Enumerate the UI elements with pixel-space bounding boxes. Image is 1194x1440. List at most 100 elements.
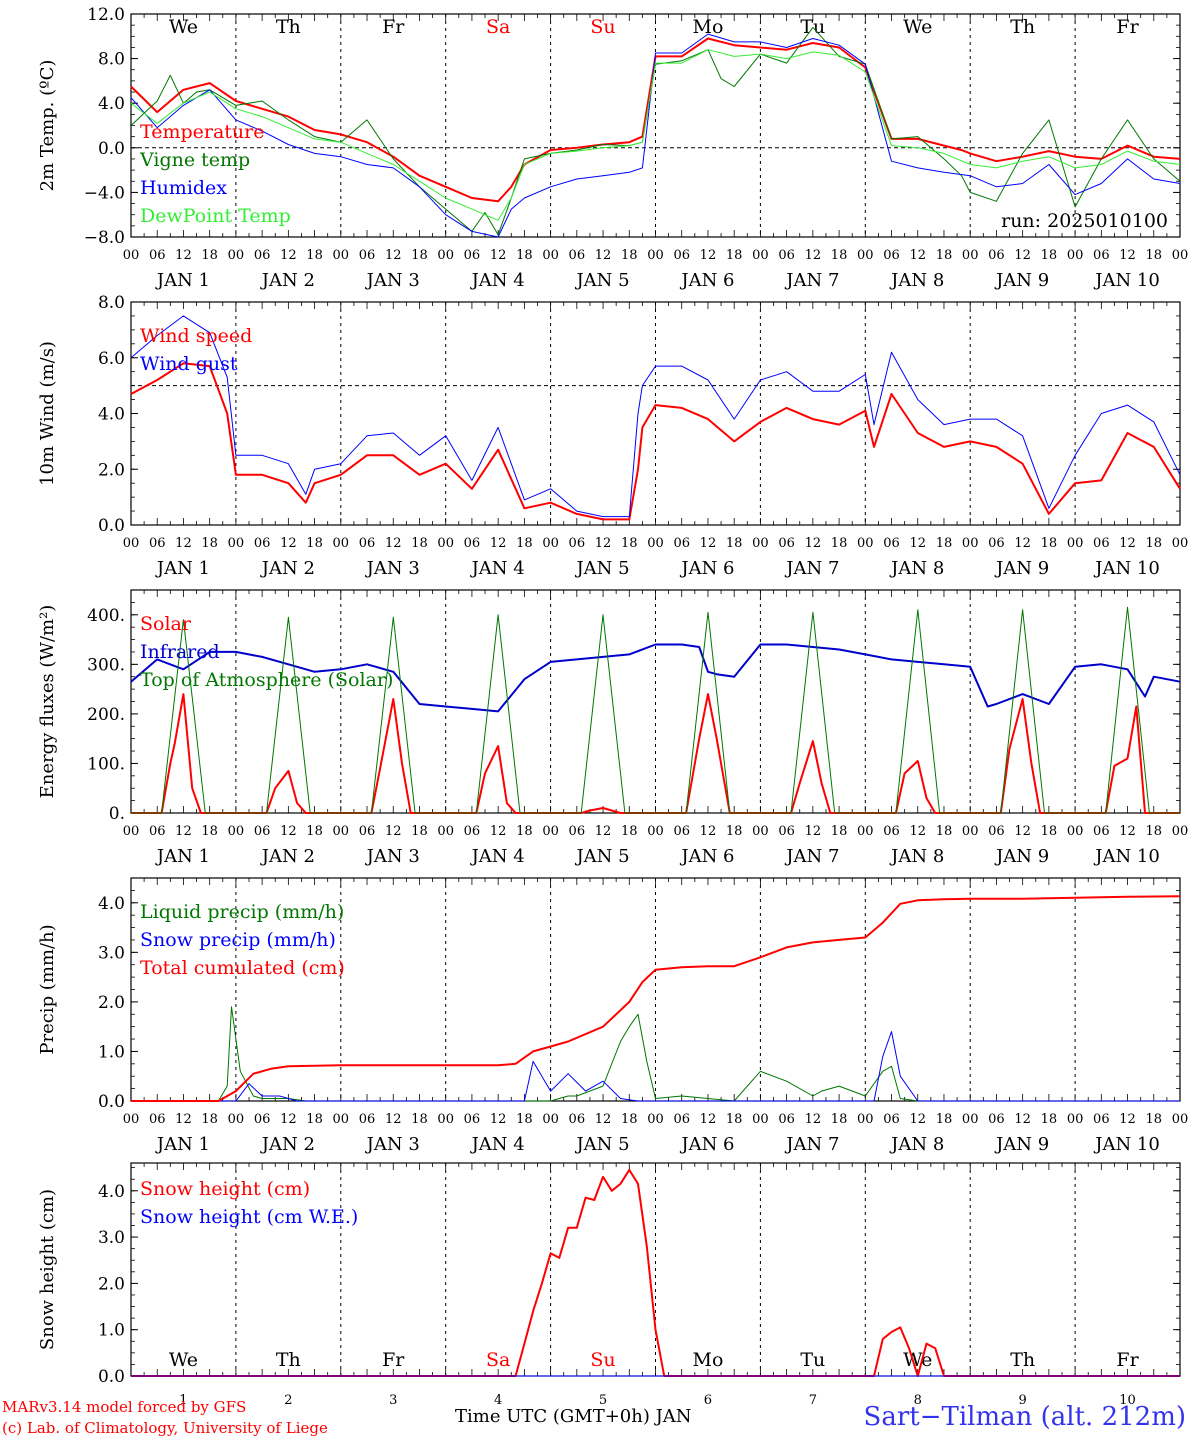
weekday-label: Th [276, 16, 301, 38]
x-date-label: JAN 7 [784, 1134, 839, 1155]
y-tick-label: 4.0 [98, 405, 125, 425]
x-hour-label: 12 [175, 1112, 192, 1127]
panel-snow: 0.0 1.0 2.0 3.0 4.0 Snow height (cm) 1 2 3 4 5 6 7 8 9… [37, 1162, 1181, 1408]
x-hour-label: 06 [464, 248, 481, 263]
x-hour-label: 18 [201, 1112, 218, 1127]
x-date-label: JAN 10 [1093, 270, 1160, 291]
series-line-infrared [130, 643, 1181, 713]
x-hour-label: 18 [1146, 536, 1163, 551]
x-hour-label: 06 [569, 536, 586, 551]
x-hour-label: 06 [254, 536, 271, 551]
x-date-label: JAN 2 [260, 846, 315, 867]
x-hour-label: 18 [306, 536, 323, 551]
weekday-label: We [169, 16, 198, 38]
x-hour-label: 00 [333, 1112, 350, 1127]
x-hour-label: 12 [1119, 248, 1136, 263]
x-hour-label: 00 [1067, 248, 1084, 263]
panel-precip: 0.0 1.0 2.0 3.0 4.0 Precip (mm/h) 00 06 12 18 JAN … [37, 877, 1189, 1155]
x-hour-label: 00 [857, 248, 874, 263]
legend-entry: Snow height (cm) [140, 1178, 310, 1200]
x-hour-label: 00 [962, 824, 979, 839]
x-date-label: JAN 6 [679, 1134, 734, 1155]
weekday-label: Mo [692, 1349, 723, 1371]
x-hour-label: 12 [385, 1112, 402, 1127]
x-hour-label: 00 [123, 248, 140, 263]
x-hour-label: 18 [411, 536, 428, 551]
x-hour-label: 00 [857, 536, 874, 551]
x-hour-label: 18 [936, 248, 953, 263]
x-date-label: JAN 9 [994, 558, 1049, 579]
x-date-label: JAN 9 [994, 270, 1049, 291]
x-hour-label: 12 [595, 248, 612, 263]
x-date-label: JAN 9 [994, 846, 1049, 867]
x-hour-label: 00 [1172, 1112, 1189, 1127]
x-hour-label: 06 [988, 824, 1005, 839]
x-hour-label: 06 [673, 536, 690, 551]
x-hour-label: 06 [673, 1112, 690, 1127]
x-hour-label: 18 [1041, 1112, 1058, 1127]
y-tick-label: 6.0 [98, 349, 125, 369]
x-hour-label: 00 [1172, 824, 1189, 839]
series-line-dewpoint-temp [130, 49, 1181, 221]
x-date-label: JAN 10 [1093, 846, 1160, 867]
legend-entry: Solar [140, 613, 192, 635]
x-date-label: JAN 1 [155, 270, 210, 291]
x-hour-label: 06 [254, 1112, 271, 1127]
x-hour-label: 18 [516, 1112, 533, 1127]
x-date-label: JAN 5 [574, 1134, 629, 1155]
x-hour-label: 06 [883, 1112, 900, 1127]
legend-entry: Wind gust [140, 353, 238, 375]
x-hour-label: 00 [333, 536, 350, 551]
x-hour-label: 12 [700, 536, 717, 551]
panel-energy: 0. 100. 200. 300. 400. Energy fluxes (W/m²) 00… [37, 589, 1189, 867]
x-hour-label: 18 [1146, 1112, 1163, 1127]
x-date-label: JAN 5 [574, 270, 629, 291]
x-hour-label: 12 [280, 536, 297, 551]
x-hour-label: 00 [1067, 536, 1084, 551]
x-day-number: 2 [284, 1393, 292, 1408]
x-hour-label: 18 [1041, 248, 1058, 263]
x-date-label: JAN 5 [574, 846, 629, 867]
x-hour-label: 06 [359, 536, 376, 551]
x-hour-label: 00 [123, 824, 140, 839]
x-day-number: 10 [1119, 1393, 1136, 1408]
run-annotation: run: 2025010100 [1001, 210, 1168, 232]
x-hour-label: 18 [831, 536, 848, 551]
x-hour-label: 00 [123, 536, 140, 551]
x-hour-label: 00 [437, 536, 454, 551]
x-date-label: JAN 3 [365, 270, 420, 291]
x-hour-label: 06 [254, 248, 271, 263]
model-credit: MARv3.14 model forced by GFS [2, 1398, 247, 1416]
x-hour-label: 00 [228, 536, 245, 551]
series-line-total-cumulated-cm- [131, 895, 1181, 1102]
x-hour-label: 00 [962, 536, 979, 551]
x-hour-label: 00 [1172, 248, 1189, 263]
x-hour-label: 18 [936, 824, 953, 839]
x-hour-label: 06 [883, 536, 900, 551]
x-date-label: JAN 8 [889, 270, 944, 291]
x-hour-label: 12 [909, 1112, 926, 1127]
y-tick-label: 0.0 [98, 516, 125, 536]
x-hour-label: 06 [1093, 824, 1110, 839]
x-hour-label: 12 [700, 1112, 717, 1127]
legend-entry: Wind speed [140, 325, 252, 347]
y-tick-label: −4.0 [84, 183, 125, 203]
x-hour-label: 06 [569, 248, 586, 263]
x-hour-label: 18 [621, 248, 638, 263]
x-hour-label: 00 [647, 536, 664, 551]
y-axis-title: 2m Temp. (ºC) [37, 60, 58, 192]
x-date-label: JAN 6 [679, 846, 734, 867]
x-hour-label: 00 [857, 824, 874, 839]
x-hour-label: 12 [385, 536, 402, 551]
y-tick-label: 100. [87, 754, 125, 774]
x-axis-label: Time UTC (GMT+0h) JAN [455, 1406, 692, 1427]
x-hour-label: 00 [437, 248, 454, 263]
x-date-label: JAN 3 [365, 846, 420, 867]
x-hour-label: 00 [333, 824, 350, 839]
x-date-label: JAN 6 [679, 558, 734, 579]
x-hour-label: 00 [123, 1112, 140, 1127]
x-hour-label: 18 [516, 536, 533, 551]
x-hour-label: 12 [175, 824, 192, 839]
x-hour-label: 12 [909, 824, 926, 839]
